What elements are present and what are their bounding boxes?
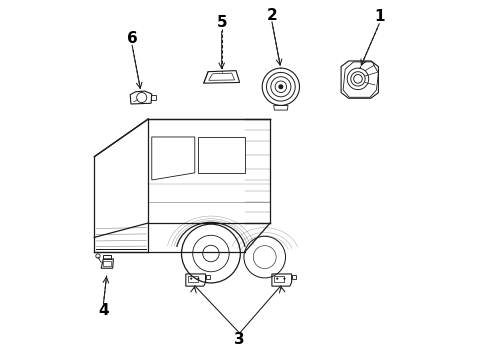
Text: 5: 5 bbox=[217, 15, 227, 30]
Text: 6: 6 bbox=[126, 31, 137, 46]
Circle shape bbox=[190, 278, 192, 280]
Bar bbox=[188, 276, 198, 282]
Bar bbox=[103, 261, 111, 266]
Text: 2: 2 bbox=[267, 8, 277, 23]
Text: 3: 3 bbox=[234, 332, 245, 347]
Text: 1: 1 bbox=[374, 9, 385, 24]
Circle shape bbox=[276, 278, 278, 280]
Circle shape bbox=[279, 85, 283, 89]
Circle shape bbox=[197, 278, 199, 280]
Text: 4: 4 bbox=[98, 303, 109, 318]
Bar bbox=[274, 276, 285, 282]
Circle shape bbox=[283, 278, 286, 280]
